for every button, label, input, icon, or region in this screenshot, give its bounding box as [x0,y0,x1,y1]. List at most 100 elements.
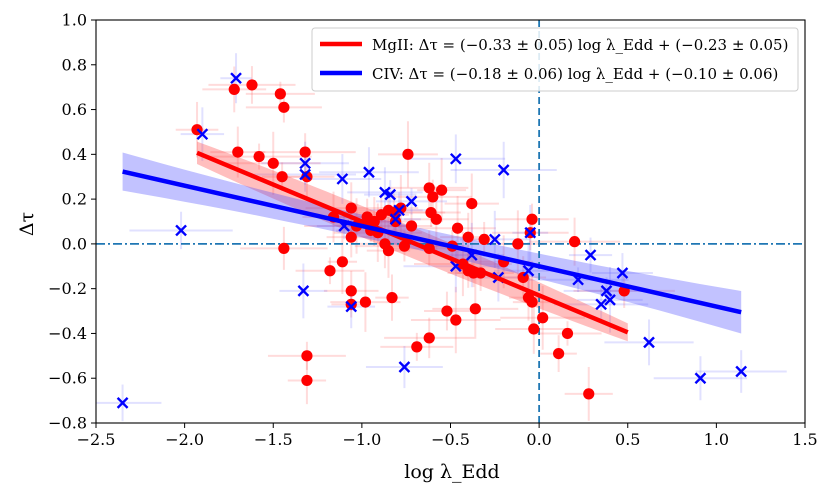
mgii-point [389,215,402,228]
y-tick-label: 0.0 [62,234,87,253]
civ-point [297,285,310,297]
mgii-point [276,171,288,183]
x-tick-label: −2.5 [77,430,116,449]
x-tick-label: −1.5 [254,430,293,449]
civ-point [616,267,629,279]
civ-point-stroke [584,249,597,261]
y-tick-label: 0.6 [62,100,87,119]
civ-point-stroke [449,152,462,165]
civ-point [595,298,608,311]
civ-fit-line [122,169,742,315]
civ-point [299,157,312,170]
mgii-fit-line [196,150,629,335]
mgii-point [512,238,524,250]
civ-point-stroke [595,298,608,311]
civ-point [600,285,613,297]
mgii-point [398,240,411,252]
mgii-point [253,150,265,163]
x-tick-label: −2.0 [165,430,204,449]
legend-label-mgii: MgII: Δτ = (−0.33 ± 0.05) log λ_Edd + (−… [372,36,788,54]
civ-point [363,166,375,179]
civ-point-stroke [694,372,707,385]
mgii-point [267,157,279,169]
mgii-point [466,197,478,210]
civ-point [389,213,402,226]
civ-point-stroke [643,336,655,349]
civ-point-stroke [196,128,209,141]
civ-point [449,152,462,165]
y-tick-label: −0.4 [48,324,87,343]
mgii-point [278,242,290,254]
civ-point [488,233,501,246]
mgii-point [568,236,581,248]
civ-point [524,226,537,239]
plot-area [96,20,805,423]
civ-point-stroke [405,195,418,208]
mgii-point [405,220,418,232]
civ-point-stroke [299,168,312,181]
civ-point [175,224,187,237]
mgii-point [451,222,464,234]
legend-box [311,27,799,92]
mgii-point [423,182,435,194]
civ-point-stroke [116,397,129,409]
civ-point [694,372,707,385]
civ-point-stroke [175,224,187,237]
mgii-point [228,83,240,96]
mgii-point [345,202,357,214]
x-tick-label: 1.0 [704,430,729,449]
mgii-point [345,231,357,243]
x-tick-label: 1.5 [792,430,817,449]
mgii-point [274,88,286,100]
mgii-point [299,146,311,158]
mgii-point [526,296,538,308]
mgii-point [528,323,540,335]
mgii-point [478,233,490,246]
x-tick-label: 0.5 [615,430,640,449]
mgii-point [430,213,442,225]
civ-point [497,164,510,176]
y-tick-label: 0.8 [62,55,87,74]
y-tick-label: 0.4 [62,145,87,164]
mgii-point [345,285,357,297]
x-axis-label: log λ_Edd [404,461,499,483]
civ-point-stroke [389,213,402,226]
mgii-point [345,298,357,310]
y-axis-label: Δτ [16,212,38,236]
civ-point [398,361,411,373]
civ-point-stroke [488,233,501,246]
y-tick-label: −0.2 [48,279,87,298]
mgii-point [462,231,474,243]
civ-point-stroke [600,285,613,297]
civ-point [522,264,535,277]
civ-point-stroke [379,186,391,199]
civ-point-stroke [735,365,748,378]
mgii-point [561,327,574,340]
civ-point [345,300,358,313]
mgii-point [537,312,549,324]
civ-point-stroke [363,166,375,179]
civ-point [584,249,597,261]
civ-point [299,168,312,181]
mgii-point [441,305,453,317]
mgii-point [278,101,290,113]
civ-point-stroke [604,294,616,306]
legend-label-civ: CIV: Δτ = (−0.18 ± 0.06) log λ_Edd + (−0… [372,65,778,83]
mgii-point [382,245,395,257]
civ-point-stroke [230,72,242,85]
mgii-point [583,388,595,400]
mgii-point [232,146,244,158]
y-axis-ticks: −0.8 −0.6 −0.4 −0.2 0.0 0.2 0.4 0.6 0.8 1.0 [48,11,96,433]
mgii-point [427,191,439,203]
mgii-point [402,148,414,160]
mgii-point [423,332,435,344]
y-tick-label: −0.6 [48,369,87,388]
legend: MgII: Δτ = (−0.33 ± 0.05) log λ_Edd + (−… [311,27,799,92]
mgii-point [469,303,481,315]
civ-point-stroke [384,188,397,201]
mgii-point [553,347,565,360]
civ-point [384,188,397,201]
civ-point-stroke [522,264,535,277]
civ-point-stroke [398,361,411,373]
y-tick-label: −0.8 [48,414,87,433]
